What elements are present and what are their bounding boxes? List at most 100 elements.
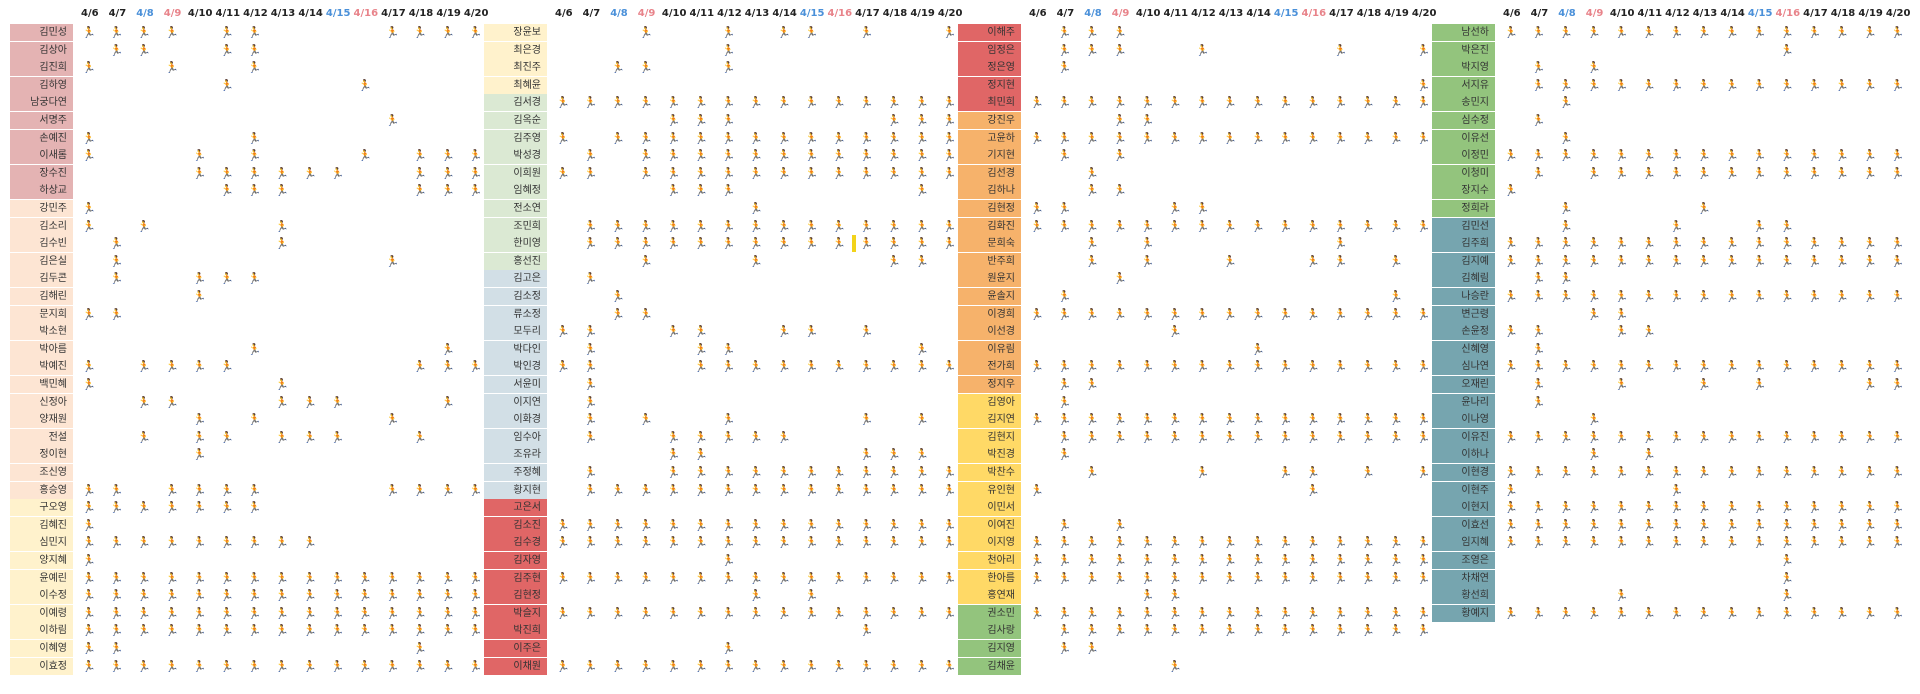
running-person-icon[interactable]: 🏃	[1614, 378, 1629, 391]
member-name[interactable]: 조유라	[484, 446, 547, 464]
member-name[interactable]: 홍선진	[484, 252, 547, 270]
running-person-icon[interactable]: 🏃	[1195, 624, 1210, 638]
running-person-icon[interactable]: 🏃	[1250, 430, 1265, 444]
running-person-icon[interactable]: 🏃	[694, 96, 708, 110]
member-name[interactable]: 박인경	[484, 358, 547, 376]
running-person-icon[interactable]: 🏃	[638, 237, 653, 251]
running-person-icon[interactable]: 🏃	[1807, 360, 1822, 374]
running-person-icon[interactable]: 🏃	[832, 237, 846, 251]
running-person-icon[interactable]: 🏃	[1642, 78, 1656, 92]
running-person-icon[interactable]: 🏃	[1724, 149, 1739, 163]
running-person-icon[interactable]: 🏃	[1697, 202, 1712, 215]
member-name[interactable]: 한아름	[958, 569, 1021, 587]
running-person-icon[interactable]: 🏃	[275, 624, 290, 638]
running-person-icon[interactable]: 🏃	[1724, 606, 1739, 620]
running-person-icon[interactable]: 🏃	[275, 395, 290, 409]
running-person-icon[interactable]: 🏃	[1504, 26, 1518, 39]
running-person-icon[interactable]: 🏃	[220, 501, 234, 515]
running-person-icon[interactable]: 🏃	[1807, 430, 1822, 444]
running-person-icon[interactable]: 🏃	[1306, 624, 1320, 638]
member-name[interactable]: 윤나리	[1432, 393, 1495, 411]
running-person-icon[interactable]: 🏃	[164, 360, 179, 374]
running-person-icon[interactable]: 🏃	[1195, 360, 1210, 374]
member-name[interactable]: 이효정	[10, 657, 73, 675]
running-person-icon[interactable]: 🏃	[1862, 254, 1877, 268]
running-person-icon[interactable]: 🏃	[275, 430, 290, 444]
running-person-icon[interactable]: 🏃	[1890, 166, 1905, 180]
running-person-icon[interactable]: 🏃	[721, 149, 736, 163]
running-person-icon[interactable]: 🏃	[1614, 237, 1629, 251]
running-person-icon[interactable]: 🏃	[1195, 202, 1210, 215]
member-name[interactable]: 손윤정	[1432, 323, 1495, 341]
running-person-icon[interactable]: 🏃	[1835, 237, 1850, 251]
running-person-icon[interactable]: 🏃	[385, 589, 400, 603]
running-person-icon[interactable]: 🏃	[1140, 536, 1155, 550]
running-person-icon[interactable]: 🏃	[192, 448, 207, 462]
running-person-icon[interactable]: 🏃	[1416, 571, 1431, 585]
member-name[interactable]: 천아리	[958, 552, 1021, 569]
running-person-icon[interactable]: 🏃	[1223, 413, 1238, 427]
running-person-icon[interactable]: 🏃	[82, 26, 96, 39]
running-person-icon[interactable]: 🏃	[247, 131, 262, 145]
running-person-icon[interactable]: 🏃	[638, 571, 653, 585]
member-name[interactable]: 홍연재	[958, 587, 1021, 605]
member-name[interactable]: 김민성	[10, 24, 73, 41]
member-name[interactable]: 원윤지	[958, 270, 1021, 288]
running-person-icon[interactable]: 🏃	[1835, 290, 1850, 303]
running-person-icon[interactable]: 🏃	[1807, 518, 1822, 532]
running-person-icon[interactable]: 🏃	[1112, 114, 1127, 127]
running-person-icon[interactable]: 🏃	[137, 659, 152, 673]
running-person-icon[interactable]: 🏃	[1531, 149, 1546, 163]
running-person-icon[interactable]: 🏃	[1835, 466, 1850, 479]
running-person-icon[interactable]: 🏃	[914, 342, 929, 356]
member-name[interactable]: 신정아	[10, 393, 73, 411]
running-person-icon[interactable]: 🏃	[1057, 96, 1072, 110]
running-person-icon[interactable]: 🏃	[440, 395, 455, 409]
running-person-icon[interactable]: 🏃	[887, 536, 902, 550]
running-person-icon[interactable]: 🏃	[942, 466, 957, 479]
running-person-icon[interactable]: 🏃	[1890, 536, 1905, 550]
running-person-icon[interactable]: 🏃	[109, 571, 124, 585]
running-person-icon[interactable]: 🏃	[556, 166, 570, 180]
member-name[interactable]: 윤솔지	[958, 288, 1021, 305]
running-person-icon[interactable]: 🏃	[1057, 61, 1072, 75]
member-name[interactable]: 서명주	[10, 112, 73, 129]
member-name[interactable]: 권소민	[958, 604, 1021, 622]
running-person-icon[interactable]: 🏃	[832, 606, 846, 620]
running-person-icon[interactable]: 🏃	[1862, 606, 1877, 620]
member-name[interactable]: 김현정	[484, 587, 547, 605]
member-name[interactable]: 김현정	[958, 200, 1021, 217]
running-person-icon[interactable]: 🏃	[82, 378, 96, 391]
running-person-icon[interactable]: 🏃	[82, 483, 96, 497]
running-person-icon[interactable]: 🏃	[1780, 518, 1794, 532]
running-person-icon[interactable]: 🏃	[1361, 536, 1376, 550]
running-person-icon[interactable]: 🏃	[1752, 430, 1767, 444]
running-person-icon[interactable]: 🏃	[1306, 360, 1320, 374]
running-person-icon[interactable]: 🏃	[192, 659, 207, 673]
running-person-icon[interactable]: 🏃	[721, 237, 736, 251]
running-person-icon[interactable]: 🏃	[247, 342, 262, 356]
member-name[interactable]: 나승란	[1432, 288, 1495, 305]
running-person-icon[interactable]: 🏃	[583, 272, 598, 286]
running-person-icon[interactable]: 🏃	[1586, 61, 1601, 75]
running-person-icon[interactable]: 🏃	[1531, 430, 1546, 444]
running-person-icon[interactable]: 🏃	[1333, 96, 1348, 110]
running-person-icon[interactable]: 🏃	[721, 360, 736, 374]
running-person-icon[interactable]: 🏃	[859, 571, 874, 585]
running-person-icon[interactable]: 🏃	[1724, 518, 1739, 532]
running-person-icon[interactable]: 🏃	[611, 96, 626, 110]
running-person-icon[interactable]: 🏃	[468, 606, 483, 620]
running-person-icon[interactable]: 🏃	[1361, 360, 1376, 374]
running-person-icon[interactable]: 🏃	[1306, 413, 1320, 427]
member-name[interactable]: 송민지	[1432, 94, 1495, 112]
running-person-icon[interactable]: 🏃	[302, 395, 317, 409]
running-person-icon[interactable]: 🏃	[275, 571, 290, 585]
running-person-icon[interactable]: 🏃	[413, 571, 428, 585]
running-person-icon[interactable]: 🏃	[1697, 290, 1712, 303]
running-person-icon[interactable]: 🏃	[1223, 606, 1238, 620]
running-person-icon[interactable]: 🏃	[192, 290, 207, 303]
member-name[interactable]: 장윤보	[484, 24, 547, 41]
running-person-icon[interactable]: 🏃	[1140, 413, 1155, 427]
running-person-icon[interactable]: 🏃	[1669, 430, 1684, 444]
running-person-icon[interactable]: 🏃	[1112, 43, 1127, 57]
